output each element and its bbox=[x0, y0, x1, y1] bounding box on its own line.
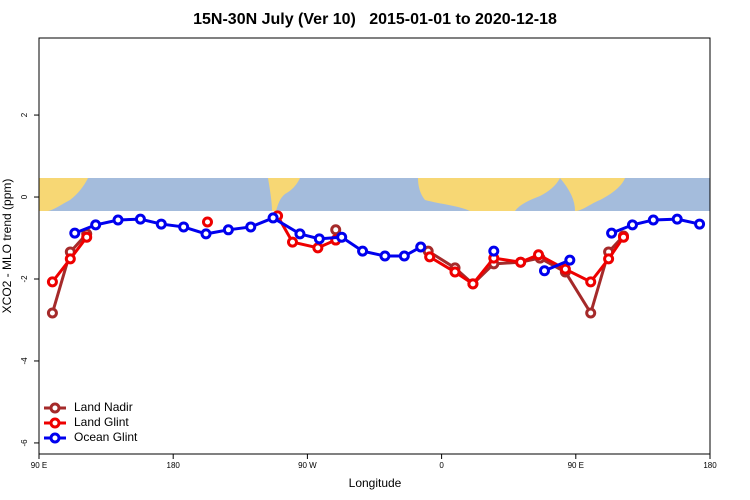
point bbox=[606, 227, 618, 239]
point bbox=[200, 228, 212, 240]
legend-marker bbox=[49, 402, 61, 414]
legend-marker bbox=[49, 417, 61, 429]
y-tick-label: -2 bbox=[20, 275, 29, 283]
land bbox=[268, 178, 300, 211]
point bbox=[626, 219, 638, 231]
point bbox=[294, 228, 306, 240]
point bbox=[46, 276, 58, 288]
point bbox=[336, 231, 348, 243]
point bbox=[313, 233, 325, 245]
chart-title: 15N-30N July (Ver 10) 2015-01-01 to 2020… bbox=[193, 11, 557, 28]
point bbox=[488, 245, 500, 257]
plot-frame bbox=[38, 37, 711, 455]
point bbox=[201, 216, 213, 228]
point bbox=[694, 218, 706, 230]
point bbox=[112, 214, 124, 226]
y-tick-label: -6 bbox=[20, 439, 29, 447]
land bbox=[39, 178, 88, 211]
point bbox=[467, 278, 479, 290]
point bbox=[90, 219, 102, 231]
point bbox=[515, 256, 527, 268]
point bbox=[585, 276, 597, 288]
point bbox=[415, 241, 427, 253]
x-tick-label: 90 E bbox=[568, 461, 584, 470]
x-tick-label: 180 bbox=[167, 461, 181, 470]
point bbox=[245, 221, 257, 233]
point bbox=[424, 251, 436, 263]
series-line bbox=[50, 232, 625, 317]
point bbox=[379, 250, 391, 262]
x-tick-label: 180 bbox=[703, 461, 717, 470]
y-tick-label: 0 bbox=[20, 194, 29, 199]
y-axis-label: XCO2 - MLO trend (ppm) bbox=[0, 179, 14, 314]
point bbox=[647, 214, 659, 226]
point bbox=[64, 253, 76, 265]
legend-marker bbox=[49, 432, 61, 444]
point bbox=[538, 265, 550, 277]
point bbox=[618, 231, 630, 243]
x-tick-label: 90 E bbox=[31, 461, 47, 470]
point bbox=[69, 227, 81, 239]
map-band bbox=[39, 178, 710, 211]
point bbox=[267, 212, 279, 224]
point bbox=[533, 249, 545, 261]
legend-label: Ocean Glint bbox=[74, 430, 138, 444]
point bbox=[585, 307, 597, 319]
point bbox=[134, 213, 146, 225]
legend-label: Land Glint bbox=[74, 415, 129, 429]
point bbox=[222, 224, 234, 236]
y-tick-label: -4 bbox=[20, 357, 29, 365]
point bbox=[357, 245, 369, 257]
x-axis-label: Longitude bbox=[349, 476, 402, 490]
point bbox=[398, 250, 410, 262]
land bbox=[418, 178, 560, 211]
y-tick-label: 2 bbox=[20, 112, 29, 117]
point bbox=[564, 254, 576, 266]
point bbox=[312, 242, 324, 254]
point bbox=[330, 224, 342, 236]
point bbox=[286, 236, 298, 248]
land bbox=[560, 178, 625, 211]
point bbox=[603, 253, 615, 265]
point bbox=[178, 221, 190, 233]
x-tick-label: 90 W bbox=[298, 461, 317, 470]
legend-label: Land Nadir bbox=[74, 400, 133, 414]
point bbox=[671, 213, 683, 225]
point bbox=[46, 307, 58, 319]
point bbox=[81, 231, 93, 243]
point bbox=[449, 266, 461, 278]
point bbox=[559, 263, 571, 275]
x-tick-label: 0 bbox=[439, 461, 444, 470]
point bbox=[155, 218, 167, 230]
